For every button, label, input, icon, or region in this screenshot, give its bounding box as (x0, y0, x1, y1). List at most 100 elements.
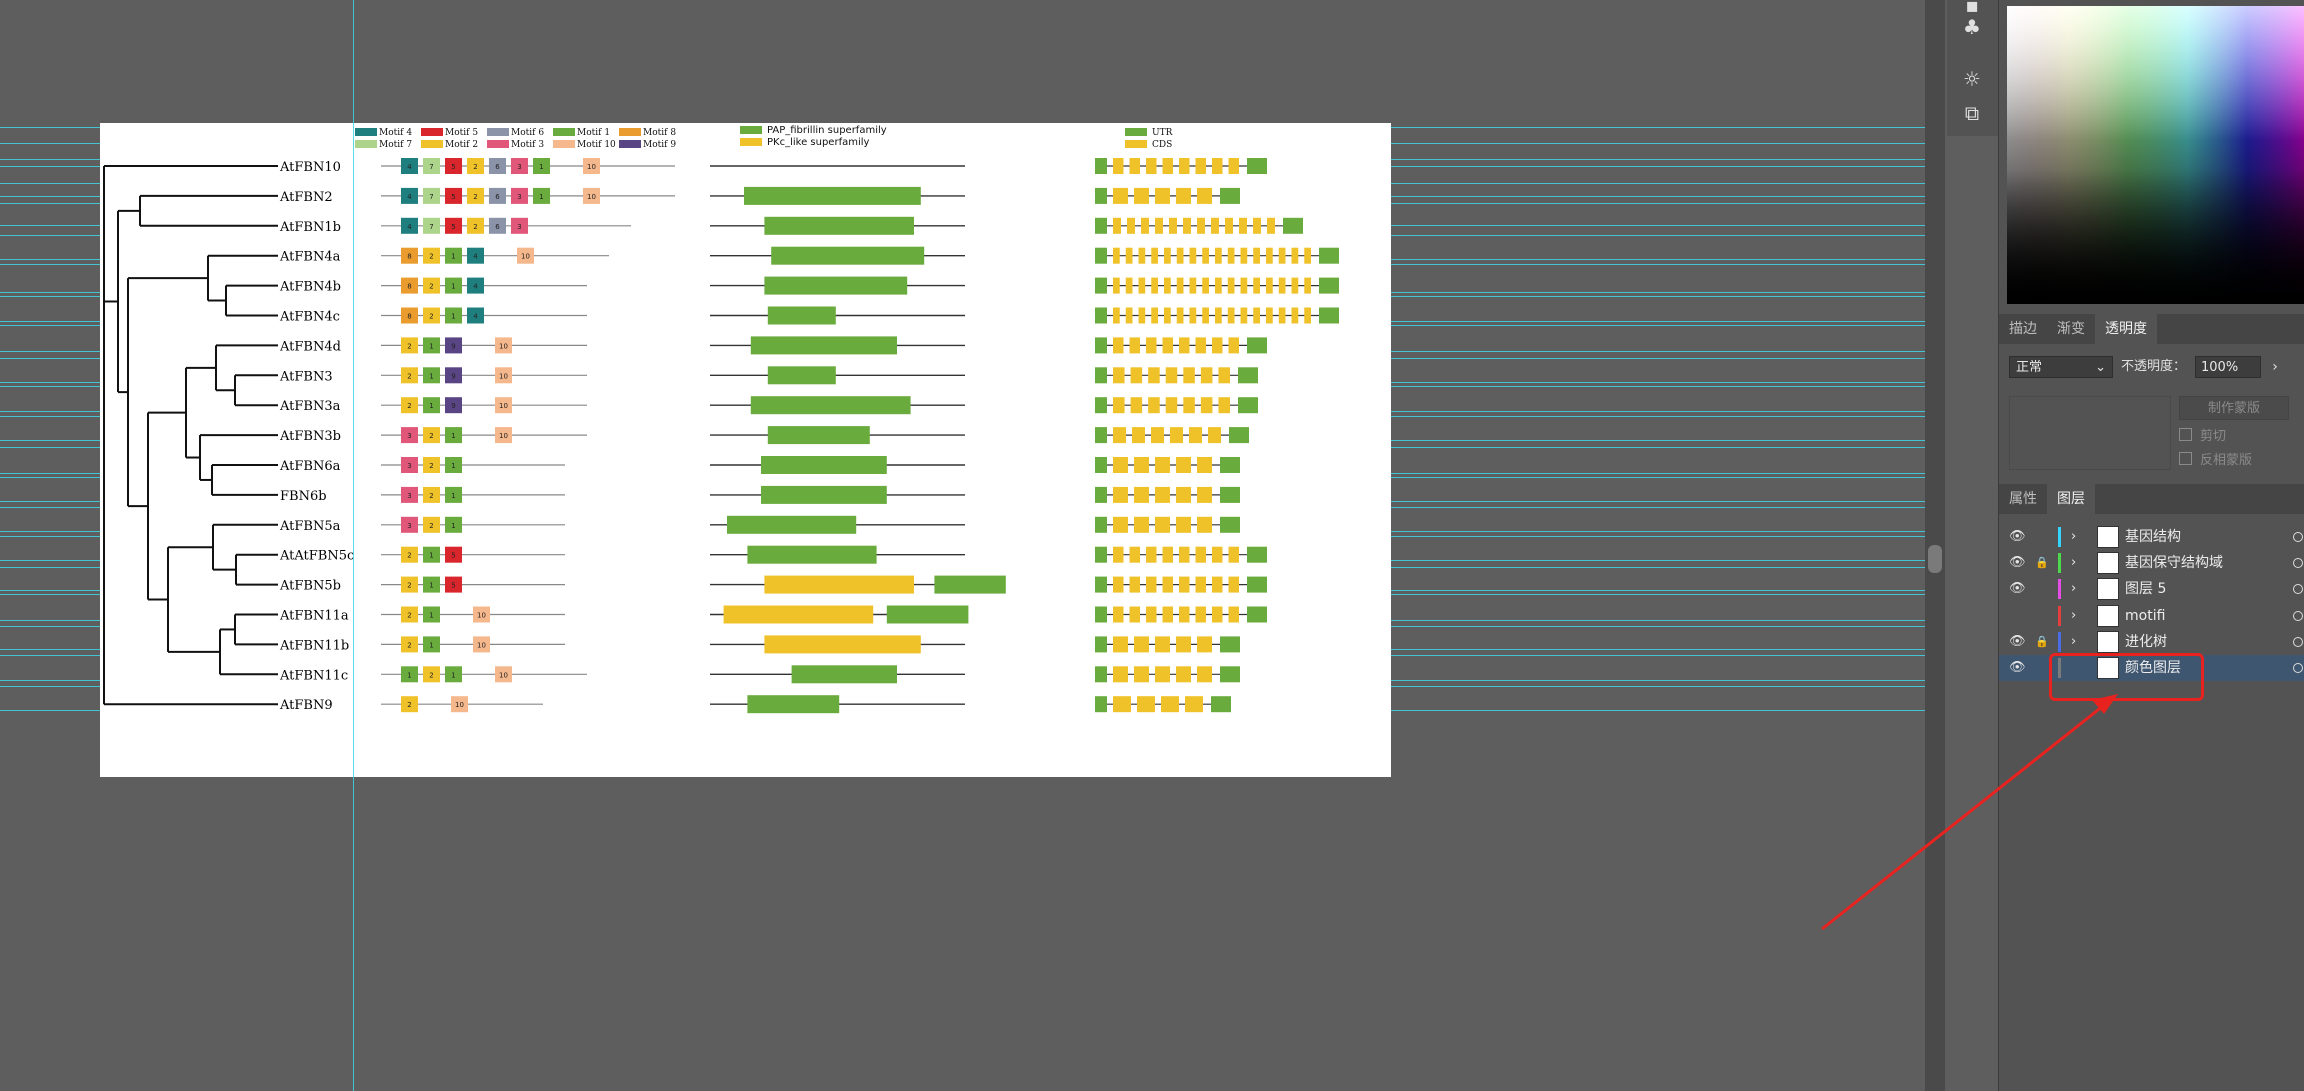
cds-box (1155, 666, 1170, 683)
layer-row[interactable]: 👁 🔒 › 基因保守结构域 (1999, 550, 2304, 576)
panel-tab[interactable]: 图层 (2047, 484, 2095, 514)
checkbox-box (2179, 452, 2192, 465)
layer-row[interactable]: 👁 🔒 › 进化树 (1999, 629, 2304, 655)
opacity-input[interactable]: 100% (2195, 356, 2261, 378)
motif-number: 1 (429, 582, 433, 590)
lock-icon[interactable]: 🔒 (2035, 556, 2049, 570)
target-circle-icon[interactable] (2293, 663, 2303, 673)
eye-icon[interactable]: 👁 (2009, 555, 2026, 571)
motif-number: 4 (473, 253, 478, 261)
layer-name[interactable]: 进化树 (2125, 633, 2167, 650)
artboard[interactable]: Motif 4 Motif 5 Motif 6 Motif 1 Motif 8 Motif… (100, 123, 1391, 777)
chevron-right-icon[interactable]: › (2272, 359, 2278, 375)
layer-name[interactable]: 颜色图层 (2125, 660, 2181, 676)
motif-number: 10 (477, 612, 486, 620)
motif-box (467, 158, 484, 174)
legend-label: Motif 2 (445, 140, 478, 150)
motif-number: 6 (495, 193, 500, 201)
cds-box (1227, 277, 1235, 294)
make-mask-button[interactable]: 制作蒙版 (2179, 396, 2289, 420)
eye-icon[interactable]: 👁 (2009, 529, 2026, 544)
chevron-right-icon[interactable]: › (2071, 633, 2077, 649)
legend-swatch (740, 138, 762, 146)
gene-label: AtFBN2 (279, 190, 333, 205)
cds-box (1225, 217, 1233, 234)
eye-icon[interactable] (2009, 608, 2025, 624)
cds-box (1146, 546, 1157, 563)
export-asset-icon[interactable]: ⧉ (1964, 101, 1980, 125)
chevron-right-icon[interactable]: › (2071, 581, 2077, 597)
layer-name[interactable]: motifi (2125, 607, 2166, 624)
panel-tab[interactable]: 描边 (2009, 321, 2037, 337)
cds-box (1189, 427, 1202, 444)
motif-box (495, 397, 512, 414)
domain-box (764, 575, 914, 594)
legend-swatch (487, 128, 509, 136)
lock-icon[interactable] (2035, 660, 2049, 676)
sun-brightness-icon[interactable]: ☼ (1963, 67, 1981, 91)
chevron-right-icon[interactable]: › (2071, 529, 2077, 544)
opacity-label: 不透明度： (2121, 359, 2187, 374)
dock-collapse-icon[interactable]: ▪ (1965, 0, 1979, 17)
cds-box (1134, 516, 1149, 533)
invert-mask-checkbox[interactable]: 反相蒙版 (2179, 452, 2304, 470)
lock-icon[interactable] (2035, 608, 2049, 624)
layer-row[interactable]: 👁 › 基因结构 (1999, 524, 2304, 550)
vertical-guide[interactable] (353, 0, 354, 1091)
motif-number: 10 (499, 432, 508, 440)
motif-number: 5 (451, 552, 455, 560)
target-circle-icon[interactable] (2293, 584, 2303, 595)
cds-box (1179, 546, 1190, 563)
eye-icon[interactable]: 👁 (2009, 633, 2026, 649)
eye-icon[interactable]: 👁 (2009, 581, 2026, 597)
utr-box (1229, 427, 1249, 444)
target-circle-icon[interactable] (2293, 636, 2303, 647)
layer-name[interactable]: 基因结构 (2125, 529, 2181, 545)
panel-tab[interactable]: 透明度 (2095, 314, 2157, 344)
panel-tab[interactable]: 属性 (2009, 491, 2037, 507)
club-symbols-icon[interactable]: ♣ (1963, 15, 1981, 39)
panel-tab[interactable]: 渐变 (2057, 321, 2085, 337)
chevron-right-icon[interactable]: › (2071, 555, 2077, 571)
eye-icon[interactable]: 👁 (2009, 660, 2026, 675)
cds-box (1176, 516, 1191, 533)
domain-box (764, 635, 921, 654)
motif-box (423, 307, 440, 324)
cds-box (1240, 277, 1248, 294)
lock-icon[interactable] (2035, 529, 2049, 545)
blend-mode-value: 正常 (2016, 360, 2043, 375)
blend-mode-select[interactable]: 正常 ⌄ (2009, 356, 2113, 378)
cds-box (1304, 247, 1311, 264)
cds-box (1195, 337, 1206, 354)
clip-checkbox[interactable]: 剪切 (2179, 428, 2304, 446)
legend-label: Motif 7 (379, 140, 412, 150)
lock-icon[interactable]: 🔒 (2035, 634, 2049, 648)
lock-icon[interactable] (2035, 581, 2049, 597)
motif-number: 4 (407, 163, 412, 171)
legend-label: Motif 6 (511, 128, 544, 138)
cds-box (1239, 217, 1247, 234)
chevron-right-icon[interactable]: › (2071, 607, 2077, 623)
utr-box (1095, 307, 1107, 324)
cds-box (1228, 606, 1239, 623)
cds-box (1240, 247, 1248, 264)
domain-box (764, 216, 914, 235)
motif-box (401, 516, 418, 533)
motif-number: 2 (473, 193, 477, 201)
gene-label: AtFBN3a (279, 399, 341, 414)
target-circle-icon[interactable] (2293, 610, 2303, 621)
layer-name[interactable]: 图层 5 (2125, 581, 2167, 598)
layer-name[interactable]: 基因保守结构域 (2125, 555, 2223, 572)
motif-number: 1 (429, 342, 433, 350)
document-canvas[interactable]: Motif 4 Motif 5 Motif 6 Motif 1 Motif 8 Motif… (0, 0, 1925, 1091)
motif-number: 6 (495, 163, 500, 171)
layer-row[interactable]: 👁 › 图层 5 (1999, 576, 2304, 602)
cds-box (1113, 546, 1124, 563)
target-circle-icon[interactable] (2293, 558, 2303, 569)
target-circle-icon[interactable] (2293, 532, 2303, 542)
motif-number: 2 (429, 432, 433, 440)
layer-row[interactable]: › motifi (1999, 603, 2304, 629)
cds-box (1176, 666, 1191, 683)
scrollbar-thumb[interactable] (1928, 545, 1942, 573)
cds-box (1253, 277, 1260, 294)
